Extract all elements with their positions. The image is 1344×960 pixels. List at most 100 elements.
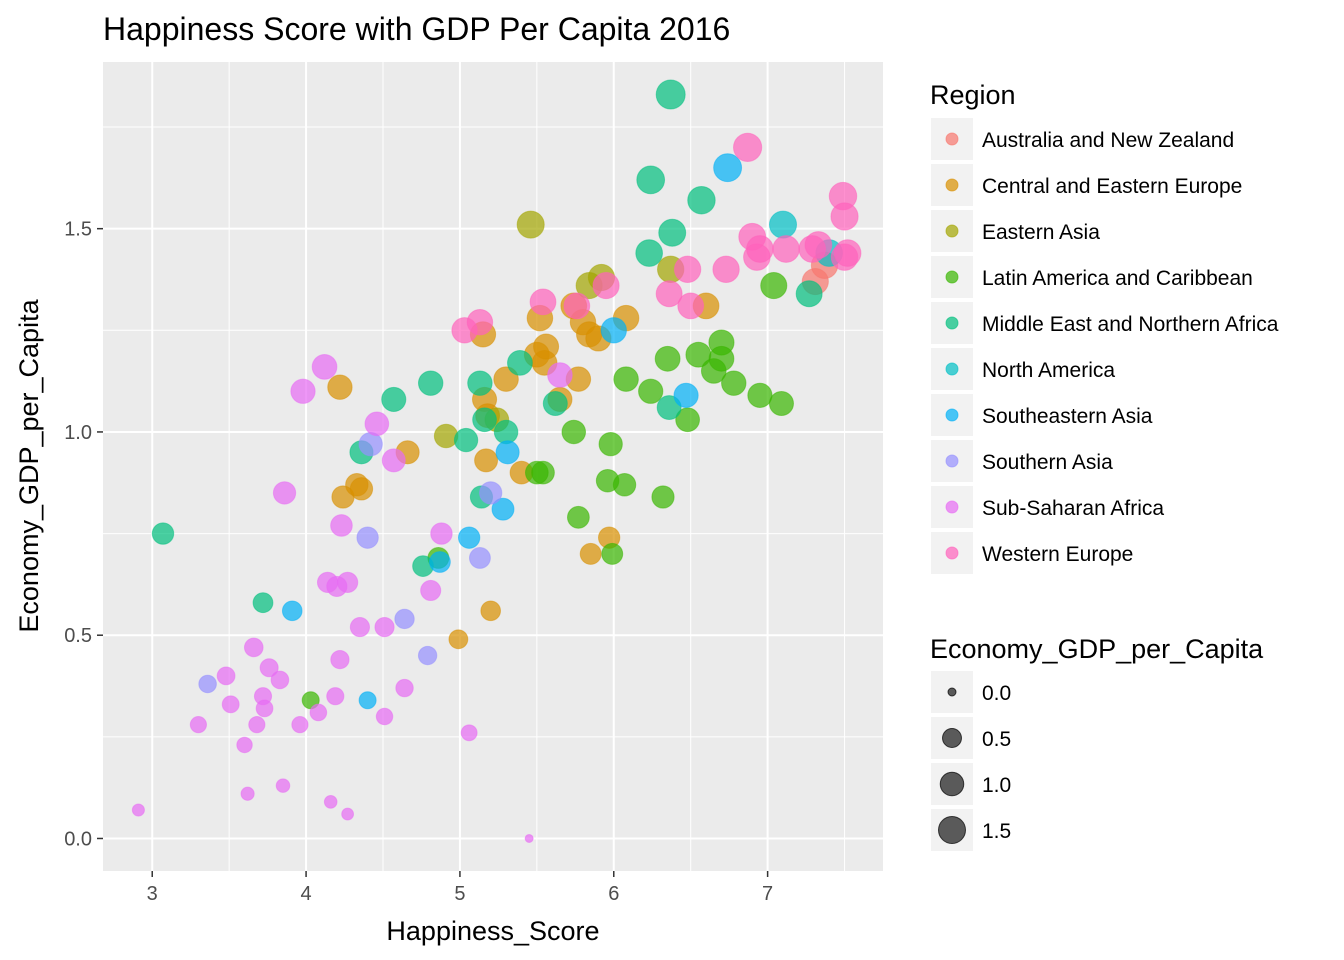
data-point — [795, 280, 823, 308]
data-point — [311, 354, 338, 380]
data-point — [673, 255, 702, 284]
data-point — [216, 666, 236, 686]
legend-label: North America — [982, 359, 1115, 382]
size-legend-label: 1.0 — [982, 774, 1011, 797]
y-tick-label: 0.5 — [64, 625, 92, 647]
data-point — [468, 547, 491, 569]
data-point — [429, 551, 451, 573]
data-point — [466, 308, 494, 336]
x-axis-title: Happiness_Score — [386, 916, 599, 946]
data-point — [326, 687, 345, 706]
data-point — [457, 526, 481, 549]
data-point — [240, 786, 255, 801]
data-point — [708, 345, 735, 372]
x-tick-label: 4 — [301, 883, 312, 905]
data-point — [358, 691, 377, 710]
chart-title: Happiness Score with GDP Per Capita 2016 — [103, 11, 730, 47]
data-point — [151, 522, 175, 545]
data-point — [189, 716, 207, 734]
data-point — [417, 370, 444, 396]
x-tick-label: 5 — [454, 883, 465, 905]
data-point — [675, 407, 700, 433]
data-point — [651, 485, 675, 509]
data-point — [658, 218, 687, 247]
data-point — [270, 670, 290, 690]
data-point — [830, 202, 859, 231]
series-sub-saharan-africa — [131, 354, 573, 843]
data-point — [612, 473, 637, 497]
data-point — [395, 678, 414, 698]
region-legend-title: Region — [930, 80, 1016, 110]
data-point — [236, 736, 253, 754]
data-point — [394, 608, 415, 630]
legend-key-dot — [945, 408, 959, 422]
data-point — [243, 637, 264, 658]
data-point — [507, 349, 533, 376]
data-point — [533, 333, 560, 360]
data-point — [613, 366, 639, 392]
data-point — [768, 390, 794, 417]
legend-key-dot — [945, 224, 959, 238]
data-point — [221, 695, 240, 714]
size-legend-label: 1.5 — [982, 820, 1011, 843]
size-legend-label: 0.5 — [982, 728, 1011, 751]
data-point — [655, 79, 686, 110]
data-point — [356, 526, 379, 549]
legend-label: Eastern Asia — [982, 221, 1100, 244]
legend-key-dot — [945, 546, 959, 560]
data-point — [131, 803, 145, 817]
size-key-dot — [942, 728, 962, 748]
data-point — [453, 427, 479, 453]
data-point — [491, 497, 515, 521]
y-tick-label: 0.0 — [64, 828, 92, 850]
data-point — [474, 448, 499, 473]
y-axis-ticks: 0.0 0.5 1.0 1.5 — [64, 219, 103, 850]
legend-label: Middle East and Northern Africa — [982, 313, 1279, 336]
data-point — [746, 235, 774, 263]
data-point — [323, 795, 338, 809]
size-key-dot — [939, 771, 965, 797]
data-point — [531, 460, 555, 485]
legend-key-dot — [945, 132, 959, 146]
data-point — [638, 378, 664, 404]
size-key-dot — [947, 687, 957, 697]
data-point — [713, 153, 743, 183]
data-point — [529, 288, 557, 316]
data-point — [547, 362, 573, 388]
data-point — [252, 592, 274, 614]
data-point — [417, 645, 438, 666]
x-axis-ticks: 3 4 5 6 7 — [147, 871, 773, 905]
data-point — [364, 411, 390, 437]
data-point — [516, 210, 545, 239]
data-point — [598, 432, 623, 457]
data-point — [561, 419, 587, 445]
data-point — [460, 724, 478, 742]
legend-label: Central and Eastern Europe — [982, 175, 1242, 198]
data-point — [479, 481, 503, 505]
data-point — [768, 210, 798, 239]
data-point — [467, 370, 493, 396]
data-point — [358, 432, 383, 457]
data-point — [341, 807, 355, 821]
size-legend-label: 0.0 — [982, 682, 1011, 705]
series-southern-asia — [198, 432, 503, 694]
legend-label: Sub-Saharan Africa — [982, 497, 1164, 520]
data-point — [733, 132, 763, 162]
data-point — [566, 505, 590, 529]
y-axis-title: Economy_GDP_per_Capita — [14, 298, 44, 632]
size-key-dot — [938, 816, 966, 844]
data-point — [472, 407, 497, 433]
data-point — [747, 382, 773, 408]
legend-label: Australia and New Zealand — [982, 129, 1234, 152]
y-tick-label: 1.0 — [64, 422, 92, 444]
data-point — [309, 703, 328, 722]
data-point — [381, 448, 406, 473]
data-points — [131, 79, 862, 843]
data-point — [635, 239, 663, 267]
data-point — [259, 658, 279, 678]
data-point — [495, 440, 520, 465]
data-point — [655, 280, 683, 308]
data-point — [248, 716, 266, 734]
size-legend: Economy_GDP_per_Capita 0.0 0.5 1.0 1.5 — [930, 634, 1264, 851]
